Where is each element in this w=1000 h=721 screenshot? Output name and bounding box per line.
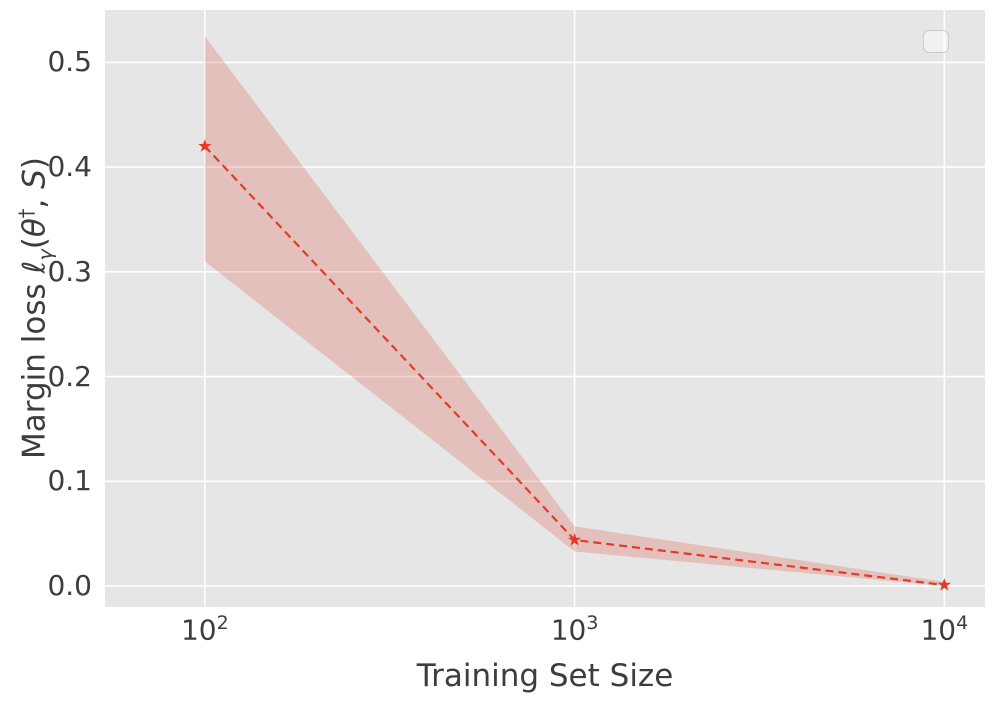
x-tick-exponent: 4 [956,612,969,634]
y-tick-label-0.4: 0.4 [47,150,92,184]
marker-star [198,139,212,152]
x-tick-exponent: 2 [216,612,229,634]
y-tick-label-0.3: 0.3 [47,254,92,288]
ylabel-part-dagger-superscript: † [15,208,39,219]
x-axis-label: Training Set Size [416,658,674,694]
ylabel-part-open-paren: ( [16,237,53,250]
x-tick-label-1000: 103 [551,614,599,644]
x-tick-exponent: 3 [586,612,599,634]
x-tick-label-10000: 104 [920,614,968,644]
y-tick-label-0.1: 0.1 [47,464,92,498]
x-tick-base: 10 [920,613,957,647]
chart-canvas [105,10,985,607]
x-tick-base: 10 [550,613,587,647]
y-tick-label-0.0: 0.0 [47,569,92,603]
y-tick-label-0.2: 0.2 [47,359,92,393]
y-tick-label-0.5: 0.5 [47,45,92,79]
confidence-band [204,36,945,587]
x-tick-base: 10 [180,613,217,647]
x-tick-label-100: 102 [181,614,229,644]
ylabel-part-comma: , [16,188,53,209]
marker-star [937,578,951,591]
plot-area [105,10,985,607]
marker-star [567,533,582,546]
ylabel-part-theta: θ [16,218,53,238]
y-axis-label-text: Margin loss ℓγ(θ†, S) [15,157,57,459]
legend-box [923,30,949,53]
